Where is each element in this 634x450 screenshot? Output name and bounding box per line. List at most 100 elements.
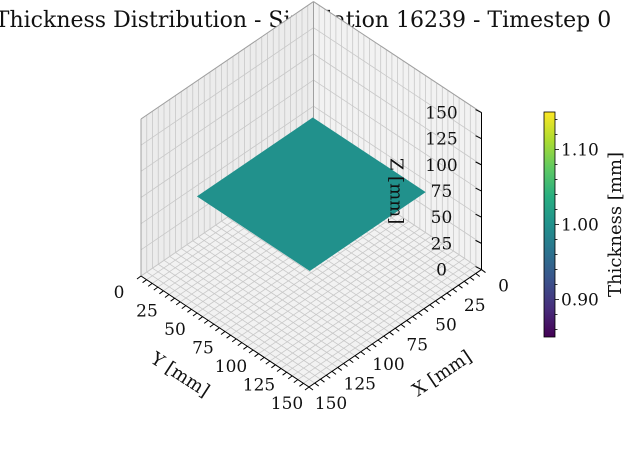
pane-edge (313, 1, 482, 113)
y-tick-mark (276, 368, 282, 372)
x-tick-mark (371, 343, 377, 348)
x-tick-mark (475, 273, 481, 277)
axes-ticks: 0255075100125150025507510012515002550751… (114, 104, 509, 414)
colorbar-tick-label: 1.10 (561, 141, 599, 161)
x-tick-mark (417, 312, 423, 317)
y-tick-mark (282, 371, 287, 376)
colorbar-gradient (543, 111, 556, 338)
grid-line (280, 250, 454, 369)
x-tick-mark (452, 288, 458, 293)
x-tick-mark (469, 276, 475, 281)
y-tick-mark (215, 327, 220, 332)
x-tick-mark (325, 374, 331, 379)
x-tick-mark (394, 327, 400, 332)
x-tick-mark (389, 331, 394, 336)
y-tick-mark (237, 342, 243, 347)
z-tick-mark (475, 161, 482, 166)
grid-line (258, 235, 432, 355)
y-tick-mark (209, 323, 215, 328)
y-tick-label: 0 (114, 283, 125, 303)
x-tick-label: 100 (372, 355, 404, 375)
x-tick-mark (481, 269, 486, 273)
grid-line (140, 79, 314, 198)
y-tick-mark (259, 356, 265, 361)
y-tick-mark (231, 338, 237, 343)
x-tick-mark (348, 359, 354, 363)
y-tick-mark (304, 386, 310, 391)
x-tick-label: 150 (315, 394, 347, 414)
y-tick-mark (248, 349, 254, 354)
y-tick-mark (170, 297, 175, 302)
x-tick-mark (377, 339, 383, 344)
grid-line (313, 105, 482, 218)
y-tick-mark (175, 301, 181, 306)
x-tick-mark (354, 355, 360, 360)
y-tick-label: 150 (271, 394, 303, 414)
z-tick-mark (475, 109, 482, 113)
y-tick-mark (220, 331, 226, 335)
x-tick-mark (366, 347, 371, 352)
grid-line (313, 27, 482, 140)
y-tick-mark (265, 360, 271, 365)
z-tick-label: 50 (431, 208, 453, 228)
grid-line (313, 53, 482, 166)
z-axis-label: Z [mm] (386, 158, 407, 224)
x-tick-mark (314, 382, 320, 387)
y-tick-label: 25 (136, 302, 158, 322)
grid-line (286, 254, 460, 373)
grid-line (263, 239, 437, 358)
x-tick-mark (383, 335, 389, 340)
x-tick-mark (463, 280, 469, 285)
x-tick-mark (406, 320, 412, 324)
y-tick-mark (299, 382, 304, 387)
x-tick-mark (308, 386, 314, 391)
y-tick-label: 125 (243, 376, 275, 396)
grid-line (140, 53, 314, 172)
x-tick-label: 125 (344, 374, 376, 394)
grid-line (291, 258, 465, 377)
y-tick-mark (142, 279, 147, 284)
colorbar: Thickness [mm] 0.90 1.00 1.10 (543, 111, 626, 338)
y-tick-mark (159, 290, 164, 295)
y-tick-mark (198, 316, 203, 321)
x-tick-mark (423, 308, 429, 313)
y-tick-mark (136, 275, 142, 280)
x-tick-label: 75 (406, 335, 428, 355)
x-tick-label: 50 (435, 316, 457, 336)
z-tick-label: 150 (425, 104, 457, 124)
colorbar-tick-label: 0.90 (561, 291, 599, 311)
thickness-surface (196, 117, 426, 272)
grid-line (297, 261, 471, 380)
z-tick-label: 0 (436, 261, 447, 281)
x-tick-mark (400, 323, 406, 328)
y-tick-mark (287, 375, 293, 380)
y-tick-mark (243, 345, 248, 350)
pane-edge (140, 1, 314, 120)
y-tick-mark (153, 286, 159, 291)
x-tick-mark (458, 284, 463, 289)
y-tick-mark (293, 379, 299, 384)
z-tick-label: 100 (425, 156, 457, 176)
x-tick-mark (360, 351, 366, 356)
z-tick-label: 125 (425, 130, 457, 150)
z-tick-mark (475, 213, 482, 218)
grid-line (252, 232, 426, 351)
grid-line (241, 224, 415, 343)
y-tick-mark (181, 305, 187, 310)
x-tick-mark (440, 296, 446, 301)
y-tick-mark (164, 294, 170, 298)
z-tick-mark (475, 239, 482, 244)
z-tick-label: 25 (431, 234, 453, 254)
grid-line (247, 228, 421, 347)
axes-grid (140, 1, 482, 388)
x-tick-mark (435, 300, 440, 305)
x-tick-mark (331, 370, 337, 375)
x-tick-mark (429, 304, 435, 309)
grid-line (224, 213, 398, 332)
grid-line (303, 265, 477, 384)
x-tick-mark (320, 378, 325, 383)
y-tick-mark (192, 312, 198, 317)
y-tick-label: 100 (215, 357, 247, 377)
z-tick-mark (475, 187, 482, 192)
